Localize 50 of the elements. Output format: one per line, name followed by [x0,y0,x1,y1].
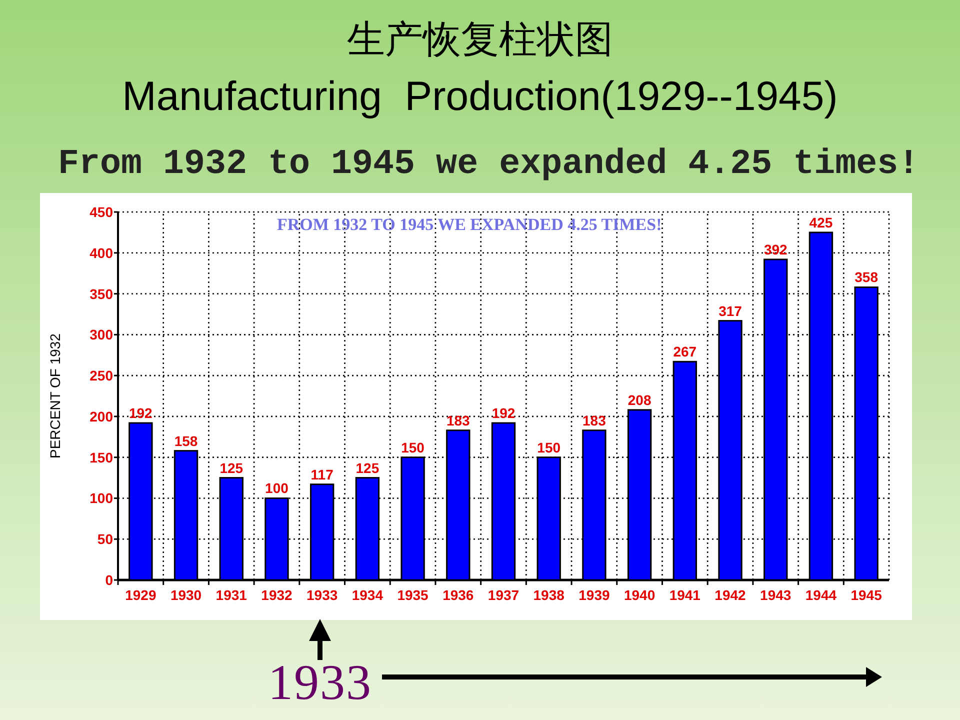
y-tick-label: 200 [90,408,114,424]
data-label: 183 [446,412,470,428]
x-tick-label: 1936 [442,587,474,603]
text: From 1932 to 1945 we expanded 4.25 times! [58,144,920,184]
y-tick-label: 400 [90,244,114,261]
y-tick-label: 250 [90,368,114,384]
x-tick-label: 1938 [533,587,565,603]
x-tick-label: 1932 [261,587,293,603]
y-axis-title: PERCENT OF 1932 [47,333,63,459]
data-label: 100 [265,480,289,496]
x-tick-label: 1931 [216,587,248,603]
x-tick-label: 1943 [760,587,792,603]
data-label: 317 [718,302,742,319]
y-tick-label: 300 [90,326,114,343]
data-label: 192 [128,404,153,421]
x-tick-label: 1940 [624,587,656,603]
data-label: 183 [582,412,606,428]
annotation: FROM 1932 TO 1945 WE EXPANDED 4.25 TIMES! [277,215,662,234]
data-label: 425 [809,214,833,230]
y-tick-label: 150 [90,449,114,466]
x-tick-label: 1929 [125,587,156,603]
data-label: 125 [220,460,244,476]
x-tick-label: 1933 [306,587,338,603]
chart-title: 生产恢复柱状图 [347,17,613,61]
data-label: 392 [764,241,788,258]
x-tick-label: 1944 [805,587,837,603]
x-tick-label: 1939 [578,587,610,603]
x-tick-label: 1941 [669,587,701,603]
y-tick-label: 50 [97,531,114,548]
y-tick-label: 0 [105,572,114,588]
y-tick-label: 350 [90,286,114,302]
text: 1933 [268,654,372,710]
data-label: 117 [310,466,334,482]
chart-subtitle: Manufacturing Production(1929--1945) [122,73,838,119]
x-tick-label: 1934 [352,587,384,603]
y-tick-label: 450 [90,204,114,220]
x-tick-label: 1945 [850,587,882,603]
data-label: 125 [356,460,380,476]
y-tick-label: 100 [90,490,114,506]
data-label: 150 [401,439,425,456]
x-tick-label: 1935 [397,587,429,603]
data-label: 158 [174,432,198,449]
x-tick-label: 1930 [170,587,202,603]
data-label: 208 [628,392,652,408]
data-label: 267 [673,344,697,360]
x-tick-label: 1937 [488,587,520,603]
data-label: 192 [492,404,516,421]
data-label: 150 [537,439,561,456]
data-label: 358 [854,269,878,286]
x-tick-label: 1942 [714,587,746,603]
